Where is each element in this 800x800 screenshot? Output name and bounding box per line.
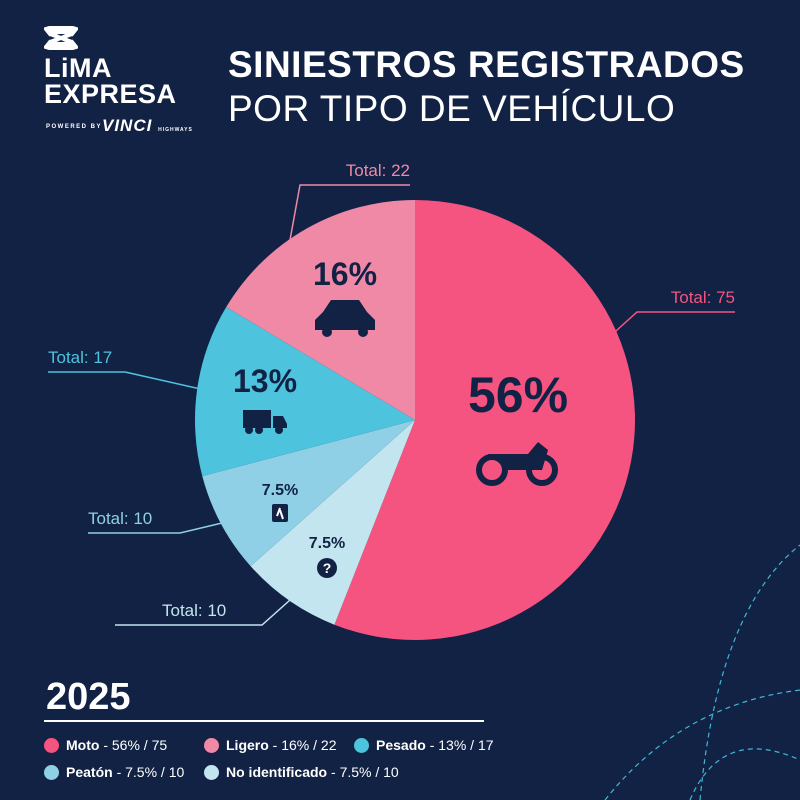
pie-slice-moto [334,200,635,640]
pie-slice-ligero [226,200,415,420]
total-label: Total: 10 [88,509,152,528]
vinci-text: VINCI [102,116,153,135]
legend-value: - 7.5% / 10 [327,764,399,780]
legend-text: No identificado - 7.5% / 10 [226,764,399,780]
lima-expresa-logo: LiMA EXPRESA [42,24,177,109]
leader-line [88,522,223,534]
legend-item: Peatón - 7.5% / 10 [44,764,184,780]
legend-value: - 7.5% / 10 [112,764,185,780]
title-line1: SINIESTROS REGISTRADOS [228,44,745,85]
percent-label: 7.5% [309,535,345,552]
legend-value: - 13% / 17 [425,737,494,753]
legend-item: No identificado - 7.5% / 10 [204,764,399,780]
legend-name: Ligero [226,737,269,753]
legend-swatch [44,764,59,780]
divider [44,720,484,722]
brand-line1: LiMA [44,53,112,83]
pedestrian-icon [272,504,288,522]
pie-slice-peatón [202,420,415,567]
total-label: Total: 17 [48,348,112,367]
legend-name: Moto [66,737,100,753]
car-icon [315,300,375,337]
total-label: Total: 75 [671,288,735,307]
legend-value: - 56% / 75 [99,737,168,753]
question-icon: ? [317,558,337,578]
percent-label: 56% [468,367,568,423]
decorative-dashes [604,544,800,800]
leader-line [48,371,206,391]
logo-mark-icon [42,24,80,52]
legend-name: Peatón [66,764,113,780]
leader-line [594,311,735,351]
vinci-logo: VINCI HIGHWAYS [102,116,193,136]
total-label: Total: 22 [346,161,410,180]
truck-icon [243,410,287,434]
title-line2: POR TIPO DE VEHÍCULO [228,88,676,129]
legend-value: - 16% / 22 [268,737,337,753]
total-label: Total: 10 [162,601,226,620]
legend-swatch [354,737,369,753]
legend-swatch [44,737,59,753]
svg-text:?: ? [323,560,332,576]
leader-line [115,599,291,626]
leader-line [289,184,410,241]
legend-swatch [204,764,219,780]
legend-swatch [204,737,219,753]
legend-item: Ligero - 16% / 22 [204,737,336,753]
vinci-sub: HIGHWAYS [158,127,193,133]
year-label: 2025 [46,676,131,718]
percent-label: 16% [313,256,377,292]
pie-slice-no-identificado [250,420,415,625]
percent-label: 13% [233,363,297,399]
legend-text: Moto - 56% / 75 [66,737,167,753]
legend-text: Ligero - 16% / 22 [226,737,336,753]
legend-item: Pesado - 13% / 17 [354,737,494,753]
legend-name: Pesado [376,737,426,753]
legend-text: Pesado - 13% / 17 [376,737,494,753]
legend-name: No identificado [226,764,328,780]
legend-item: Moto - 56% / 75 [44,737,167,753]
powered-by: POWERED BY [46,124,103,130]
percent-label: 7.5% [262,482,298,499]
motorcycle-icon [476,442,558,486]
brand-line2: EXPRESA [44,79,177,109]
legend-text: Peatón - 7.5% / 10 [66,764,184,780]
